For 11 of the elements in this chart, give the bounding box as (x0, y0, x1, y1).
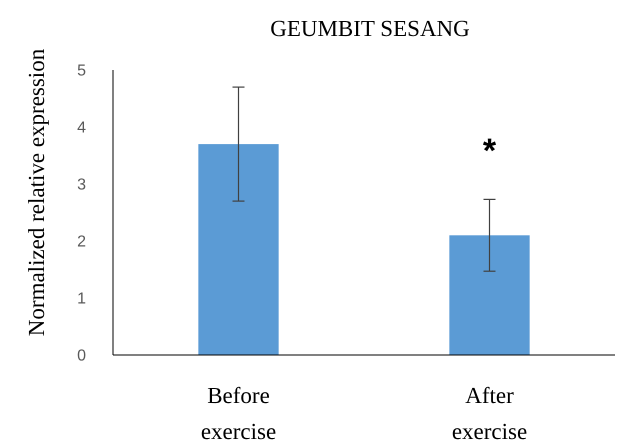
x-tick-label: Before exercise (200, 383, 276, 444)
chart-title: GEUMBIT SESANG (270, 16, 470, 41)
y-tick-label: 2 (77, 234, 86, 251)
y-tick-label: 4 (77, 120, 86, 137)
y-axis-title: Normalized relative expression (24, 48, 49, 336)
y-tick-label: 0 (77, 348, 86, 365)
x-tick-label: After exercise (452, 383, 528, 444)
y-tick-label: 5 (77, 62, 86, 80)
annotation: * (482, 132, 497, 170)
y-tick-label: 1 (77, 290, 86, 308)
y-tick-label: 3 (77, 176, 86, 194)
